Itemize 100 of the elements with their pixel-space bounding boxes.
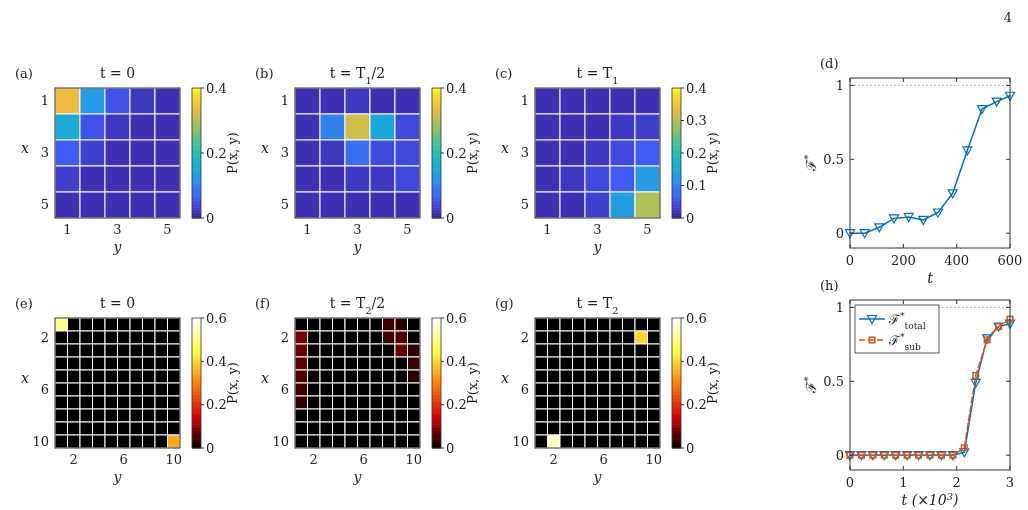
point [991, 97, 1002, 107]
color-bar-label: 0.2 [686, 397, 707, 413]
x-axis-title: y [352, 239, 363, 255]
color-bar-title: P(x, y) [465, 132, 480, 174]
x-axis-title: y [352, 469, 363, 485]
y-tick-label: 1 [520, 93, 529, 108]
x-tick-label: 10 [165, 452, 183, 467]
point [947, 189, 958, 199]
point [1004, 319, 1016, 329]
x-tick-label: 0 [845, 475, 855, 490]
point [972, 371, 980, 379]
y-tick-label: 0.5 [823, 151, 844, 167]
y-tick-label: 6 [40, 381, 49, 397]
color-bar-label: 0.1 [686, 178, 707, 193]
y-tick-label: 10 [32, 433, 49, 449]
y-axis-title: x [501, 140, 510, 156]
x-tick-label: 3 [1005, 475, 1015, 490]
text: (d) [820, 56, 839, 71]
color-bar-label: 0.2 [686, 145, 707, 161]
y-tick-label: 1 [40, 93, 49, 108]
x-tick-label: 3 [353, 222, 362, 237]
y-tick-label: 1 [835, 77, 844, 93]
color-bar-title: P(x, y) [705, 132, 720, 174]
color-bar-label: 0.4 [206, 353, 227, 369]
color-bar-label: 0.2 [446, 145, 467, 161]
x-tick-label: 6 [359, 452, 368, 467]
color-bar-label: 0.4 [686, 80, 707, 96]
point [976, 104, 988, 115]
x-tick-label: 3 [593, 222, 602, 237]
x-tick-label: 200 [890, 253, 916, 268]
y-axis-title: x [261, 140, 270, 156]
text: 4 [1003, 10, 1012, 25]
color-bar-label: 0 [206, 210, 215, 226]
y-tick-label: 3 [280, 145, 289, 160]
y-axis-title: x [21, 370, 30, 386]
point [888, 214, 900, 224]
color-bar-label: 0.4 [446, 353, 467, 369]
x-tick-label: 1 [303, 222, 312, 237]
x-tick-label: 6 [599, 452, 608, 467]
x-tick-label: 1 [63, 222, 72, 237]
text: (h) [820, 278, 839, 293]
y-tick-label: 6 [280, 381, 289, 397]
y-axis-title: x [21, 140, 30, 156]
color-bar-label: 0.4 [446, 80, 467, 96]
x-tick-label: 10 [645, 452, 663, 467]
x-axis-title: t (×10$^{3}$) [901, 490, 959, 508]
x-tick-label: 2 [549, 452, 558, 467]
color-bar-label: 0 [446, 440, 455, 456]
point [874, 223, 885, 233]
x-tick-label: 0 [845, 253, 855, 268]
point [1006, 315, 1014, 323]
y-axis-title: x [501, 370, 510, 386]
text: (b) [255, 66, 274, 81]
point [962, 146, 973, 156]
x-tick-label: 6 [119, 452, 128, 467]
text: (c) [495, 66, 513, 81]
x-tick-label: 5 [403, 222, 412, 237]
x-tick-label: 5 [163, 222, 172, 237]
color-bar-title: P(x, y) [225, 132, 240, 174]
y-axis-title: x [261, 370, 270, 386]
text: (e) [15, 296, 33, 311]
chart-title: t = T$_{1}$/2 [329, 65, 386, 86]
y-tick-label: 6 [520, 381, 529, 397]
color-bar-label: 0.2 [446, 397, 467, 413]
x-tick-label: 2 [69, 452, 78, 467]
text: (f) [255, 296, 270, 311]
y-tick-label: 3 [520, 145, 529, 160]
point [859, 229, 870, 239]
color-bar-label: 0.2 [206, 145, 227, 161]
color-bar-label: 0.3 [686, 113, 707, 128]
color-bar-label: 0 [686, 440, 695, 456]
point [960, 444, 968, 452]
color-bar-label: 0 [206, 440, 215, 456]
y-tick-label: 1 [280, 93, 289, 108]
y-tick-label: 0.5 [823, 373, 844, 389]
x-tick-label: 600 [997, 253, 1023, 268]
color-bar-title: P(x, y) [225, 362, 240, 404]
point [932, 208, 944, 218]
x-tick-label: 2 [952, 475, 961, 490]
point [1004, 91, 1016, 101]
x-tick-label: 1 [543, 222, 552, 237]
chart-title: t = T$_{2}$ [576, 295, 619, 316]
color-bar-label: 0.2 [206, 397, 227, 413]
point [844, 229, 856, 239]
y-tick-label: 2 [40, 329, 49, 345]
point [959, 448, 970, 458]
color-bar-label: 0.6 [446, 310, 467, 326]
x-tick-label: 1 [899, 475, 908, 490]
y-tick-label: 2 [520, 329, 529, 345]
y-tick-label: 10 [272, 433, 289, 449]
color-bar-label: 0.6 [686, 310, 707, 326]
color-bar-title: P(x, y) [705, 362, 720, 404]
x-tick-label: 2 [309, 452, 318, 467]
x-axis-title: y [112, 469, 123, 485]
y-tick-label: 2 [280, 329, 289, 345]
color-bar-label: 0 [446, 210, 455, 226]
chart-title: t = T$_{1}$ [576, 65, 619, 86]
text: (g) [495, 296, 514, 311]
point [918, 215, 929, 226]
point [903, 212, 914, 223]
